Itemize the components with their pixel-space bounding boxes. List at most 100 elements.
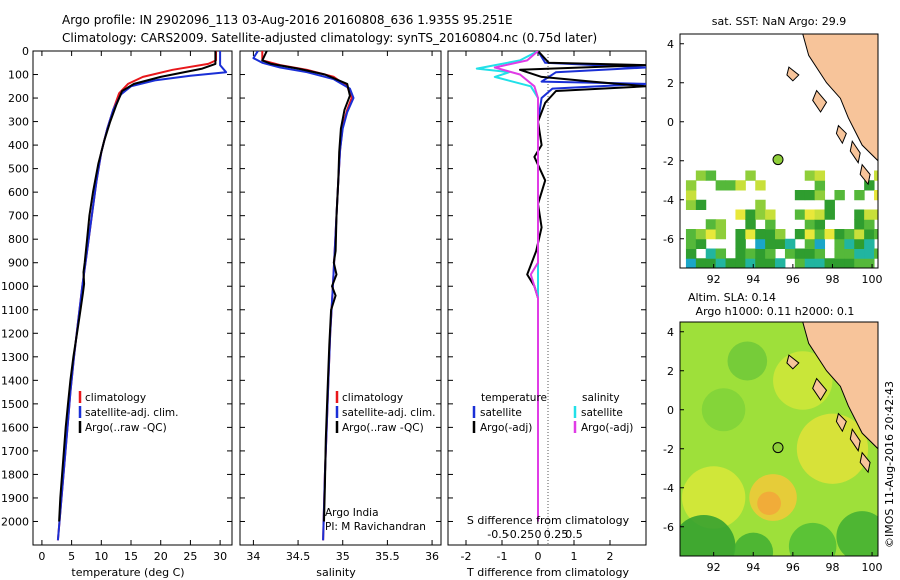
sst-cell	[834, 229, 845, 240]
sst-cell	[745, 219, 756, 230]
salinity-lines	[252, 51, 355, 541]
legend-title: salinity	[582, 392, 620, 404]
argo-position-marker	[772, 442, 784, 454]
sst-cell	[685, 258, 697, 268]
salinity-legend: climatology satellite-adj. clim. Argo(..ra…	[335, 391, 435, 434]
argo-position-marker	[772, 154, 784, 166]
sst-cell	[864, 258, 875, 268]
sst-cell	[804, 238, 816, 249]
depth-tick-label: 1200	[1, 327, 29, 340]
sst-cell	[735, 238, 746, 249]
sst-cell	[854, 229, 865, 240]
sst-cell	[765, 219, 776, 230]
pi-annotation: PI: M Ravichandran	[325, 521, 426, 533]
sst-map-plot	[680, 34, 878, 268]
sst-cell	[804, 190, 816, 201]
difference-x-axis: -2 -1 0 1 2 -0.5-0.25 0 0.250.5	[461, 51, 614, 563]
legend-label: Argo(-adj)	[480, 422, 532, 434]
sst-cell	[695, 170, 707, 181]
sst-cell	[715, 229, 727, 240]
sst-cell	[874, 248, 878, 259]
x-tick-label: 30	[213, 550, 227, 563]
sst-cell	[735, 258, 746, 268]
sst-cell	[695, 229, 707, 240]
sst-cell	[715, 219, 727, 230]
s-tick-label: 0	[535, 528, 542, 541]
depth-axis: 0 100 200 300 400 500 600 700 800 900 1000 1100 1200…	[1, 45, 646, 528]
sst-cell	[735, 248, 746, 259]
sumatra-landmass	[802, 34, 878, 162]
legend-label: satellite-adj. clim.	[342, 407, 435, 419]
s-difference-xlabel: S difference from climatology	[467, 514, 630, 527]
sst-cell	[784, 238, 796, 249]
sst-cell	[814, 190, 826, 201]
sst-cell	[874, 190, 878, 201]
x-tick-label: 35.5	[375, 550, 400, 563]
sla-field	[796, 413, 869, 484]
x-tick-label: 0	[535, 550, 542, 563]
sst-cell	[695, 258, 707, 268]
sla-field	[681, 466, 746, 529]
series-line	[537, 51, 646, 522]
sst-cell	[854, 190, 865, 201]
sst-cell	[745, 170, 756, 181]
island	[812, 89, 828, 113]
sst-cell	[844, 238, 855, 249]
legend-label: Argo(-adj)	[581, 422, 633, 434]
sst-cell	[755, 258, 766, 268]
sst-map-axes: 92 94 96 98 100 4 2 0 -2 -4 -6	[663, 38, 883, 286]
depth-tick-label: 300	[8, 116, 29, 129]
sla-field	[727, 341, 768, 381]
sst-cell	[715, 258, 727, 268]
map-x-tick-label: 94	[746, 561, 760, 574]
imos-credit: ©IMOS 11-Aug-2016 20:42:43	[883, 381, 896, 548]
sst-cell	[854, 258, 865, 268]
sumatra-landmass	[802, 322, 878, 450]
salinity-panel-frame	[239, 50, 442, 546]
s-tick-label: 0.25	[544, 528, 569, 541]
sst-cell	[814, 219, 826, 230]
sst-cell	[685, 199, 697, 210]
sst-cell	[804, 170, 816, 181]
series-line	[475, 51, 539, 522]
x-tick-label: 25	[183, 550, 197, 563]
sst-cell	[765, 238, 776, 249]
x-tick-label: 5	[68, 550, 75, 563]
sst-cell	[745, 248, 756, 259]
sst-cell	[755, 248, 766, 259]
sla-field	[757, 491, 781, 516]
map-y-tick-label: -2	[663, 155, 674, 168]
map-y-tick-label: 2	[667, 365, 674, 378]
sst-cell	[814, 229, 826, 240]
sst-cell	[725, 258, 736, 268]
sst-cell	[814, 180, 826, 191]
x-tick-label: 20	[154, 550, 168, 563]
depth-tick-label: 1100	[1, 304, 29, 317]
map-x-tick-label: 100	[862, 273, 883, 286]
sla-field	[788, 522, 837, 556]
map-x-tick-label: 94	[746, 273, 760, 286]
sst-cell	[844, 248, 855, 259]
map-y-tick-label: 0	[667, 404, 674, 417]
sla-field	[733, 532, 774, 556]
depth-tick-label: 200	[8, 92, 29, 105]
legend-title: temperature	[481, 392, 547, 404]
sst-cell	[874, 170, 878, 181]
sst-cell	[685, 238, 697, 249]
salinity-x-axis: 34 34.5 35 35.5 36	[246, 51, 439, 563]
sst-cell	[705, 219, 717, 230]
sst-cell	[834, 258, 845, 268]
sst-cell	[745, 209, 756, 220]
depth-tick-label: 1000	[1, 280, 29, 293]
map-y-tick-label: -6	[663, 233, 674, 246]
depth-tick-label: 400	[8, 139, 29, 152]
map-x-tick-label: 100	[862, 561, 883, 574]
island	[786, 354, 800, 370]
sst-cell	[814, 238, 826, 249]
sst-cell	[765, 258, 776, 268]
depth-tick-label: 700	[8, 210, 29, 223]
island	[849, 139, 861, 164]
series-line	[261, 51, 351, 522]
sst-cell	[755, 238, 766, 249]
map-x-tick-label: 96	[786, 561, 800, 574]
